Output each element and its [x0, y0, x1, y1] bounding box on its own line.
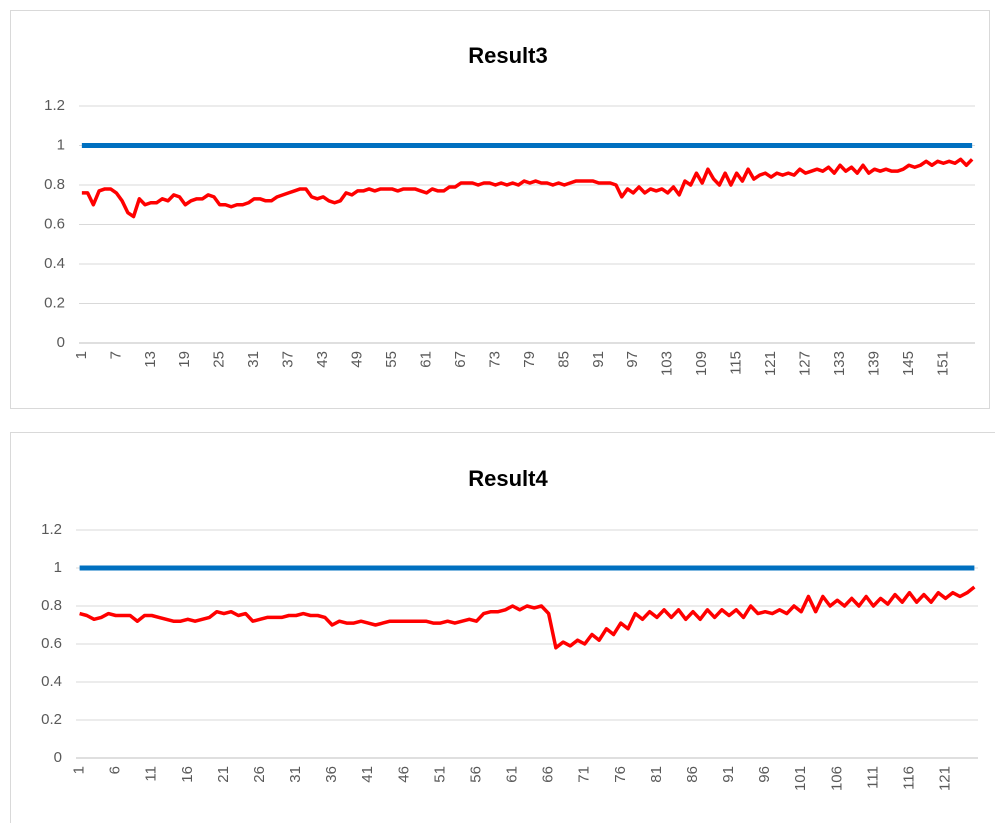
chart-title: Result3 [468, 43, 547, 68]
x-tick-label: 41 [359, 766, 376, 783]
x-tick-label: 85 [555, 351, 572, 368]
y-tick-label: 0.2 [44, 294, 65, 311]
x-tick-label: 67 [452, 351, 469, 368]
x-tick-label: 7 [107, 351, 124, 359]
y-tick-label: 0.2 [41, 711, 62, 728]
x-tick-label: 115 [728, 351, 745, 375]
x-tick-label: 139 [865, 351, 882, 376]
y-tick-label: 0.6 [44, 215, 65, 232]
x-tick-label: 55 [383, 351, 400, 368]
x-tick-label: 71 [576, 766, 593, 783]
y-tick-label: 0.4 [44, 255, 65, 272]
x-tick-label: 86 [684, 766, 701, 783]
x-tick-label: 151 [934, 351, 951, 376]
x-tick-label: 81 [648, 766, 665, 783]
series-line [79, 585, 976, 650]
x-tick-label: 91 [590, 351, 607, 368]
x-tick-label: 61 [417, 351, 434, 368]
y-tick-label: 0.8 [44, 176, 65, 193]
series-line [81, 157, 974, 219]
x-tick-label: 79 [521, 351, 538, 368]
x-tick-label: 6 [107, 766, 124, 774]
x-tick-label: 26 [251, 766, 268, 783]
x-tick-label: 73 [486, 351, 503, 368]
x-tick-label: 13 [142, 351, 159, 368]
x-tick-label: 61 [504, 766, 521, 783]
x-tick-label: 97 [624, 351, 641, 368]
x-tick-label: 43 [314, 351, 331, 368]
x-tick-label: 91 [720, 766, 737, 783]
x-tick-label: 56 [467, 766, 484, 783]
x-tick-label: 116 [900, 766, 917, 790]
x-tick-label: 31 [287, 766, 304, 783]
x-tick-label: 16 [179, 766, 196, 783]
x-tick-label: 121 [762, 351, 779, 376]
x-tick-label: 19 [176, 351, 193, 368]
x-tick-label: 36 [323, 766, 340, 783]
y-tick-label: 1 [57, 136, 65, 153]
x-tick-label: 106 [828, 766, 845, 791]
x-tick-label: 25 [211, 351, 228, 368]
x-tick-label: 37 [280, 351, 297, 368]
x-tick-label: 1 [71, 766, 88, 774]
chart-title: Result4 [468, 466, 548, 491]
x-tick-label: 127 [797, 351, 814, 376]
x-tick-label: 51 [431, 766, 448, 783]
x-tick-label: 109 [693, 351, 710, 376]
y-tick-label: 1 [54, 559, 62, 576]
chart-frame [10, 432, 995, 823]
x-tick-label: 46 [395, 766, 412, 783]
x-tick-label: 1 [73, 351, 90, 359]
x-tick-label: 21 [215, 766, 232, 783]
x-tick-label: 111 [864, 766, 881, 789]
x-tick-label: 76 [612, 766, 629, 783]
x-tick-label: 133 [831, 351, 848, 376]
x-tick-label: 145 [900, 351, 917, 376]
y-tick-label: 0.8 [41, 597, 62, 614]
y-tick-label: 0.4 [41, 673, 62, 690]
y-tick-label: 1.2 [44, 97, 65, 114]
x-tick-label: 49 [349, 351, 366, 368]
chart-frame [10, 10, 990, 409]
y-tick-label: 0 [54, 749, 62, 766]
x-tick-label: 101 [792, 766, 809, 791]
x-tick-label: 96 [756, 766, 773, 783]
x-tick-label: 121 [936, 766, 953, 791]
x-tick-label: 11 [143, 766, 160, 782]
y-tick-label: 0 [57, 334, 65, 351]
y-tick-label: 1.2 [41, 521, 62, 538]
x-tick-label: 103 [659, 351, 676, 376]
y-tick-label: 0.6 [41, 635, 62, 652]
x-tick-label: 66 [540, 766, 557, 783]
x-tick-label: 31 [245, 351, 262, 368]
